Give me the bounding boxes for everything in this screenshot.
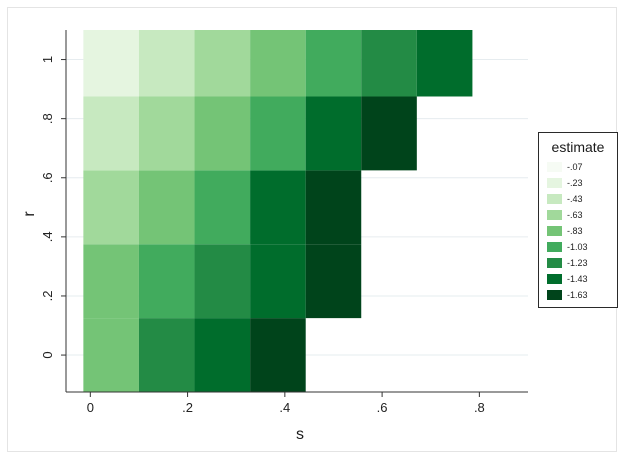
heatmap-cell xyxy=(305,244,362,319)
legend-label: -.63 xyxy=(567,210,583,220)
legend-title: estimate xyxy=(551,139,605,155)
legend-swatch xyxy=(547,162,562,172)
heatmap-chart: 0 .2 .4 .6 .8 0 .2 .4 .6 .8 1 s r xyxy=(21,30,528,443)
legend-entry: -1.03 xyxy=(547,241,588,253)
legend-entry: -.83 xyxy=(547,225,583,237)
heatmap-cell xyxy=(416,30,473,97)
legend-swatch xyxy=(547,226,562,236)
legend-entry: -1.23 xyxy=(547,257,588,269)
legend-label: -.07 xyxy=(567,162,583,172)
y-tick-label: 0 xyxy=(40,351,55,358)
legend-entry: -.43 xyxy=(547,193,583,205)
heatmap-cells xyxy=(83,30,473,392)
x-tick-label: .8 xyxy=(474,400,485,415)
legend-swatch xyxy=(547,194,562,204)
heatmap-cell xyxy=(138,244,195,319)
legend-swatch xyxy=(547,258,562,268)
heatmap-cell xyxy=(305,170,362,245)
axes-layer: 0 .2 .4 .6 .8 0 .2 .4 .6 .8 1 xyxy=(40,30,528,415)
legend-label: -1.23 xyxy=(567,258,588,268)
heatmap-cell xyxy=(361,30,417,97)
chart-frame: 0 .2 .4 .6 .8 0 .2 .4 .6 .8 1 s r estimate -.07 -.2… xyxy=(7,7,618,452)
heatmap-cell xyxy=(194,30,251,97)
legend-swatch xyxy=(547,290,562,300)
y-tick-label: 1 xyxy=(40,56,55,63)
heatmap-cell xyxy=(194,318,251,392)
legend-label: -1.43 xyxy=(567,274,588,284)
y-tick-label: .2 xyxy=(40,291,55,302)
legend-label: -1.63 xyxy=(567,290,588,300)
heatmap-cell xyxy=(361,96,417,171)
heatmap-cell xyxy=(250,318,306,392)
heatmap-cell xyxy=(194,170,251,245)
legend-entry: -.23 xyxy=(547,177,583,189)
legend-swatch xyxy=(547,274,562,284)
heatmap-cell xyxy=(83,244,139,319)
x-tick-label: .6 xyxy=(377,400,388,415)
y-tick-label: .8 xyxy=(40,113,55,124)
legend-entry: -.07 xyxy=(547,161,583,173)
legend-entry: -.63 xyxy=(547,209,583,221)
x-tick-label: .2 xyxy=(182,400,193,415)
heatmap-cell xyxy=(83,170,139,245)
heatmap-cell xyxy=(250,170,306,245)
heatmap-cell xyxy=(138,170,195,245)
heatmap-cell xyxy=(194,96,251,171)
legend-label: -.83 xyxy=(567,226,583,236)
heatmap-cell xyxy=(83,318,139,392)
legend-label: -.43 xyxy=(567,194,583,204)
y-axis-label: r xyxy=(21,211,38,217)
legend-swatch xyxy=(547,210,562,220)
heatmap-cell xyxy=(305,30,362,97)
heatmap-cell xyxy=(250,30,306,97)
heatmap-cell xyxy=(83,96,139,171)
heatmap-cell xyxy=(305,96,362,171)
y-tick-label: .6 xyxy=(40,172,55,183)
x-axis-label: s xyxy=(296,426,304,443)
heatmap-cell xyxy=(138,96,195,171)
heatmap-cell xyxy=(138,318,195,392)
y-tick-label: .4 xyxy=(40,231,55,242)
heatmap-cell xyxy=(83,30,139,97)
legend-entry: -1.63 xyxy=(547,289,588,301)
heatmap-cell xyxy=(250,96,306,171)
legend-entry: -1.43 xyxy=(547,273,588,285)
x-tick-label: 0 xyxy=(87,400,94,415)
heatmap-cell xyxy=(250,244,306,319)
legend-label: -1.03 xyxy=(567,242,588,252)
legend-swatch xyxy=(547,242,562,252)
legend-label: -.23 xyxy=(567,178,583,188)
x-tick-label: .4 xyxy=(279,400,290,415)
heatmap-cell xyxy=(138,30,195,97)
legend-swatch xyxy=(547,178,562,188)
legend: estimate -.07 -.23 -.43 -.63 -.83 -1.03 -1.23 -… xyxy=(538,132,618,308)
heatmap-cell xyxy=(194,244,251,319)
